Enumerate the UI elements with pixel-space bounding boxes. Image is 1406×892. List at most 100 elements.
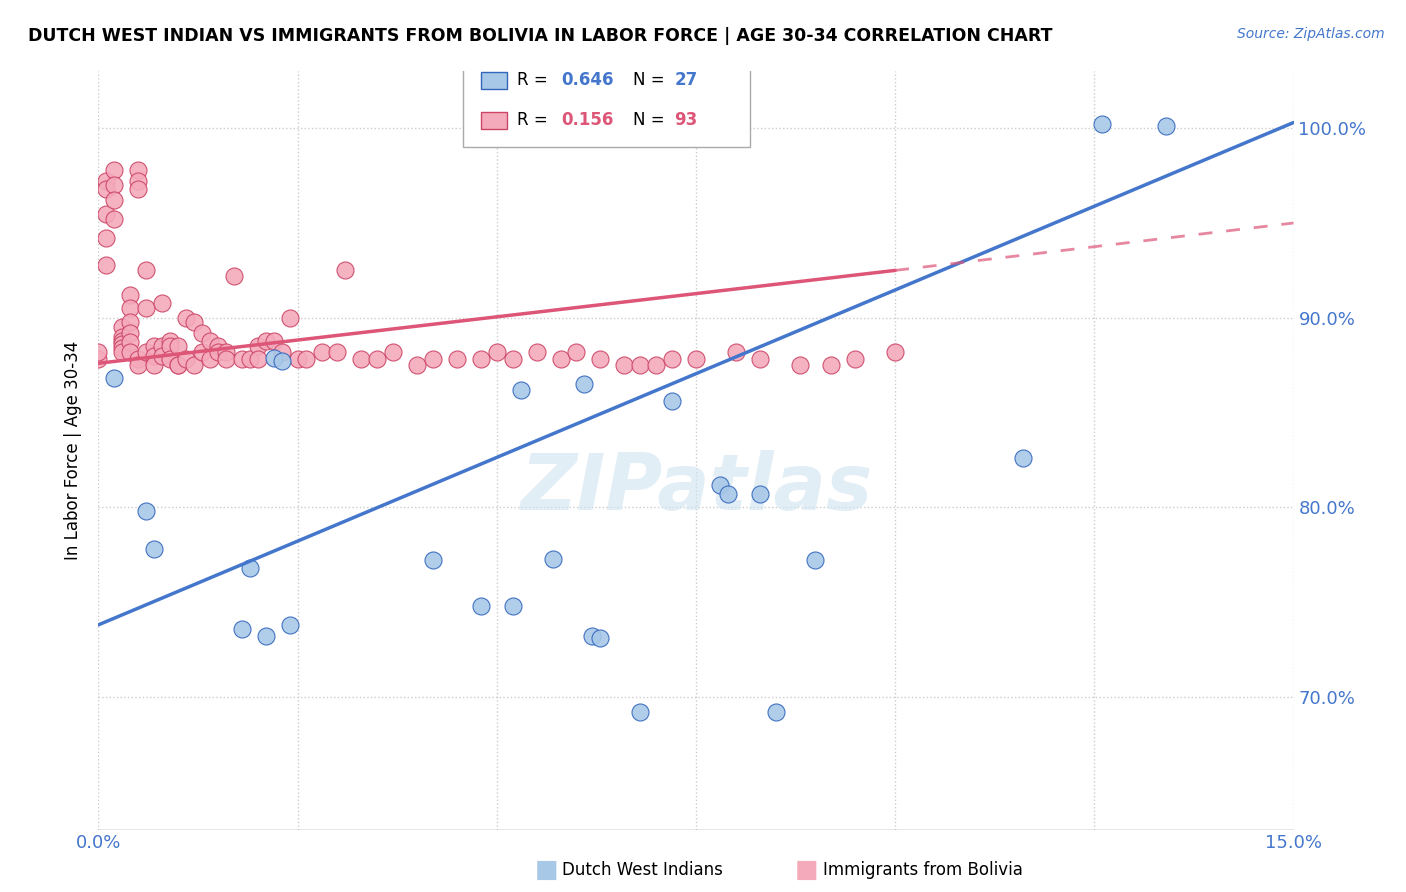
Point — [613, 358, 636, 372]
Text: 93: 93 — [675, 112, 697, 129]
Point — [565, 344, 588, 359]
Point — [103, 178, 125, 192]
Point — [96, 231, 118, 245]
Text: Dutch West Indians: Dutch West Indians — [562, 861, 723, 879]
Point — [120, 301, 142, 316]
Point — [246, 352, 269, 367]
Point — [724, 344, 747, 359]
Point — [159, 339, 181, 353]
Point — [422, 352, 444, 367]
Point — [335, 263, 357, 277]
Point — [87, 344, 110, 359]
Point — [143, 339, 166, 353]
Text: 0.646: 0.646 — [561, 71, 613, 89]
Point — [87, 352, 110, 367]
Point — [96, 206, 118, 220]
Point — [135, 344, 157, 359]
Point — [167, 339, 190, 353]
Point — [231, 352, 253, 367]
Point — [198, 334, 221, 348]
Point — [143, 358, 166, 372]
Point — [111, 334, 134, 348]
Point — [470, 352, 492, 367]
Text: Source: ZipAtlas.com: Source: ZipAtlas.com — [1237, 27, 1385, 41]
Y-axis label: In Labor Force | Age 30-34: In Labor Force | Age 30-34 — [65, 341, 83, 560]
Text: 27: 27 — [675, 71, 697, 89]
Point — [159, 334, 181, 348]
Text: Immigrants from Bolivia: Immigrants from Bolivia — [823, 861, 1022, 879]
Point — [120, 288, 142, 302]
Point — [270, 354, 292, 368]
Point — [263, 334, 285, 348]
Point — [239, 352, 262, 367]
Point — [207, 344, 229, 359]
Point — [628, 705, 651, 719]
Point — [422, 553, 444, 567]
Point — [135, 263, 157, 277]
Point — [509, 383, 531, 397]
Point — [789, 358, 811, 372]
Point — [127, 174, 149, 188]
Point — [174, 310, 197, 325]
Point — [111, 329, 134, 343]
Point — [127, 358, 149, 372]
Point — [127, 182, 149, 196]
Point — [1154, 120, 1177, 134]
Point — [111, 341, 134, 355]
Point — [111, 344, 134, 359]
Point — [198, 352, 221, 367]
Point — [103, 371, 125, 385]
Point — [120, 344, 142, 359]
Point — [150, 339, 173, 353]
Point — [215, 352, 238, 367]
Point — [127, 162, 149, 177]
Point — [350, 352, 373, 367]
Point — [96, 182, 118, 196]
Point — [485, 344, 508, 359]
Point — [311, 344, 333, 359]
Point — [326, 344, 349, 359]
Point — [111, 320, 134, 334]
Point — [167, 358, 190, 372]
Point — [884, 344, 907, 359]
Point — [661, 352, 683, 367]
FancyBboxPatch shape — [463, 45, 749, 147]
Point — [645, 358, 668, 372]
Point — [294, 352, 316, 367]
Point — [207, 339, 229, 353]
Point — [1011, 450, 1033, 465]
Point — [470, 599, 492, 613]
Point — [366, 352, 388, 367]
Point — [96, 258, 118, 272]
Point — [765, 705, 787, 719]
Point — [150, 349, 173, 363]
Point — [103, 162, 125, 177]
Point — [191, 344, 214, 359]
Point — [167, 358, 190, 372]
Point — [159, 352, 181, 367]
Point — [103, 212, 125, 227]
Point — [254, 629, 277, 643]
Point — [120, 314, 142, 328]
Point — [748, 352, 770, 367]
Text: ■: ■ — [534, 858, 558, 881]
Text: ZIPatlas: ZIPatlas — [520, 450, 872, 526]
FancyBboxPatch shape — [481, 112, 508, 128]
Point — [589, 352, 612, 367]
Point — [103, 193, 125, 207]
Text: R =: R = — [517, 71, 558, 89]
Point — [526, 344, 548, 359]
Point — [1091, 117, 1114, 131]
Point — [628, 358, 651, 372]
Text: ■: ■ — [794, 858, 818, 881]
Point — [120, 326, 142, 340]
Point — [215, 344, 238, 359]
Point — [231, 622, 253, 636]
Text: R =: R = — [517, 112, 558, 129]
Point — [844, 352, 866, 367]
Point — [661, 394, 683, 409]
Text: DUTCH WEST INDIAN VS IMMIGRANTS FROM BOLIVIA IN LABOR FORCE | AGE 30-34 CORRELAT: DUTCH WEST INDIAN VS IMMIGRANTS FROM BOL… — [28, 27, 1053, 45]
FancyBboxPatch shape — [481, 72, 508, 88]
Point — [278, 617, 301, 632]
Point — [820, 358, 842, 372]
